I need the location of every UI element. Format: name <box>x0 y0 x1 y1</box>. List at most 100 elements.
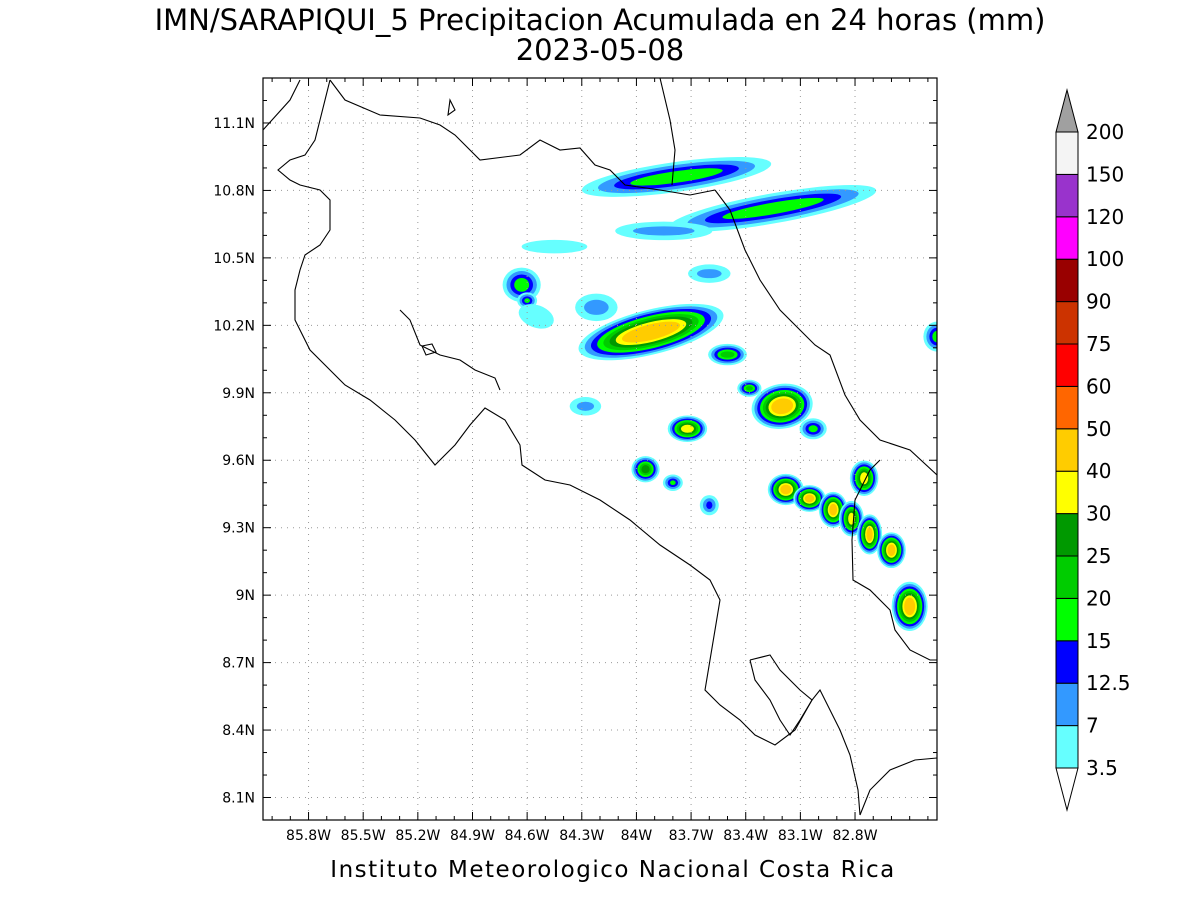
colorbar-label: 100 <box>1086 247 1124 271</box>
colorbar-label: 30 <box>1086 502 1111 526</box>
colorbar-segment <box>1055 216 1079 260</box>
precip-cell <box>569 397 602 416</box>
y-tick-label: 8.1N <box>222 791 255 807</box>
nicaragua-coast-east <box>659 78 676 186</box>
precip-cell <box>521 239 588 254</box>
nicaragua-lake-shore <box>329 79 716 196</box>
institution-credit: Instituto Meteorologico Nacional Costa R… <box>330 857 895 883</box>
precip-cell <box>877 532 906 569</box>
y-tick-label: 8.4N <box>222 723 255 739</box>
coastlines-and-borders <box>263 78 937 816</box>
precip-contour <box>860 472 869 485</box>
colorbar-segment <box>1055 682 1079 727</box>
colorbar-segment <box>1055 513 1079 557</box>
precip-contour <box>829 503 838 516</box>
precip-contour <box>720 351 735 358</box>
precip-contour <box>722 197 824 219</box>
colorbar-label: 90 <box>1086 290 1111 314</box>
colorbar-segment <box>1055 470 1079 515</box>
x-tick-label: 83.7W <box>669 828 714 844</box>
colorbar-label: 200 <box>1086 120 1124 144</box>
precip-cell <box>615 221 713 241</box>
y-tick-label: 9.6N <box>222 453 255 469</box>
precip-cell <box>688 264 731 283</box>
colorbar-segment <box>1055 428 1079 472</box>
panama-border <box>851 459 937 661</box>
precip-contour <box>518 304 554 329</box>
pacific-coast-guanacaste <box>277 79 861 816</box>
x-tick-label: 84.6W <box>505 828 550 844</box>
precip-contour <box>630 168 723 186</box>
caribbean-coast <box>714 189 937 476</box>
y-tick-label: 9.9N <box>222 386 255 402</box>
colorbar-arrow-max <box>1055 88 1079 133</box>
precip-cell <box>767 473 804 506</box>
precip-contour <box>866 527 873 542</box>
precip-cell <box>799 418 827 440</box>
precip-cell <box>667 415 708 443</box>
x-tick-label: 84.3W <box>559 828 604 844</box>
colorbar-label: 75 <box>1086 332 1111 356</box>
nicaragua-coast-north <box>263 79 301 131</box>
colorbar-label: 3.5 <box>1086 756 1118 780</box>
precip-contour <box>521 239 588 254</box>
precip-contour <box>887 544 896 556</box>
y-tick-label: 8.7N <box>222 656 255 672</box>
precip-contour <box>706 501 713 510</box>
y-tick-label: 10.5N <box>213 251 255 267</box>
colorbar-label: 120 <box>1086 205 1124 229</box>
x-tick-label: 85.5W <box>341 828 386 844</box>
colorbar-segment <box>1055 258 1079 303</box>
colorbar-label: 12.5 <box>1086 671 1131 695</box>
precip-cell <box>669 184 877 232</box>
precip-contour <box>745 386 753 391</box>
colorbar-segment <box>1055 385 1079 430</box>
colorbar-label: 40 <box>1086 459 1111 483</box>
precip-cell <box>737 379 762 397</box>
precip-contour <box>621 321 681 343</box>
map-date: 2023-05-08 <box>516 33 685 67</box>
x-tick-label: 84.9W <box>450 828 495 844</box>
precip-contour <box>932 330 937 343</box>
y-tick-label: 9.3N <box>222 521 255 537</box>
graticule <box>263 78 937 820</box>
precip-contour <box>670 480 676 486</box>
precip-contour <box>584 299 609 315</box>
lake-island <box>447 98 456 117</box>
colorbar-label: 25 <box>1086 544 1111 568</box>
precip-contour <box>771 398 794 415</box>
precip-contour <box>697 269 722 279</box>
y-tick-label: 11.1N <box>213 116 255 132</box>
colorbar-segment <box>1055 131 1079 175</box>
panama-pacific-coast <box>859 757 937 816</box>
precip-cell <box>793 485 826 512</box>
precip-contour <box>680 424 694 433</box>
colorbar-label: 60 <box>1086 374 1111 398</box>
precip-cell <box>518 304 554 329</box>
x-tick-label: 82.8W <box>833 828 878 844</box>
precip-contour <box>808 425 818 433</box>
x-tick-label: 85.8W <box>286 828 331 844</box>
precip-cell <box>838 500 864 537</box>
nicoya-gulf-shore <box>399 309 501 391</box>
osa-peninsula <box>749 654 813 736</box>
colorbar-segment <box>1055 725 1079 769</box>
y-tick-label: 10.8N <box>213 183 255 199</box>
precip-cell <box>581 156 772 197</box>
precip-cell <box>708 343 747 366</box>
colorbar: 3.5 7 12.5 15 20 25 30 40 50 60 75 90 100 120 150 200 <box>1055 88 1131 812</box>
precip-cell <box>631 456 660 483</box>
colorbar-segment <box>1055 173 1079 218</box>
colorbar-label: 15 <box>1086 629 1111 653</box>
colorbar-segment <box>1055 301 1079 345</box>
colorbar-arrow-min <box>1055 767 1079 812</box>
precip-cell <box>923 321 937 352</box>
colorbar-segment <box>1055 343 1079 387</box>
precip-cell <box>578 303 724 361</box>
precip-contour <box>904 597 916 616</box>
precip-contour <box>641 465 650 474</box>
precip-cell <box>857 514 883 555</box>
axes: 85.8W 85.5W 85.2W 84.9W 84.6W 84.3W 84W 83.7W 83… <box>213 77 937 844</box>
chira-island <box>421 343 437 356</box>
